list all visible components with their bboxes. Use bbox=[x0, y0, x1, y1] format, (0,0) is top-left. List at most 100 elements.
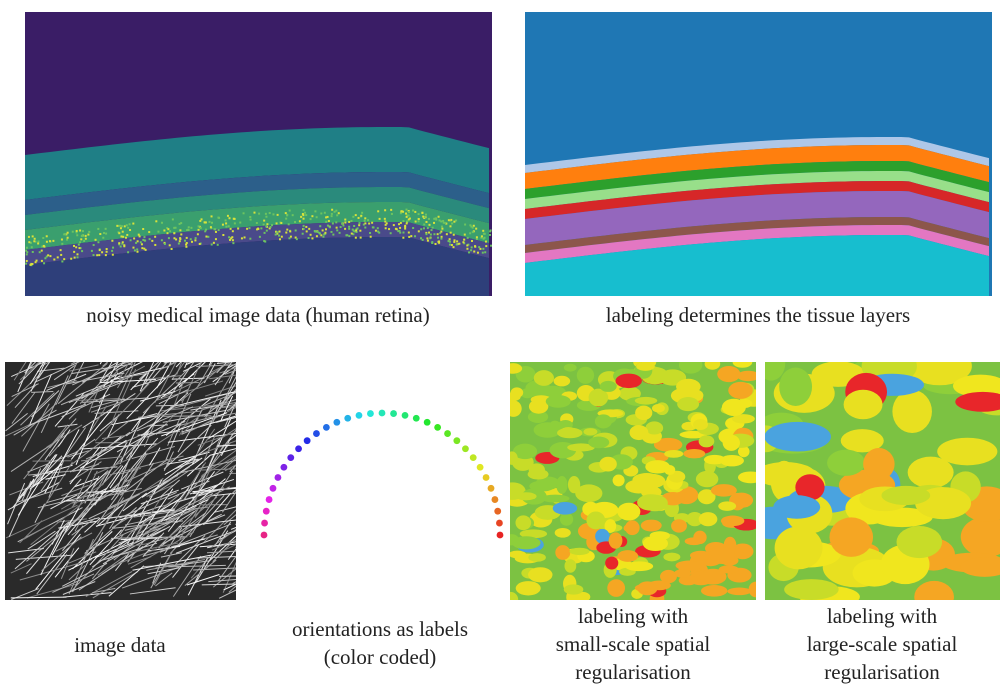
speckle bbox=[61, 238, 63, 240]
speckle bbox=[472, 227, 474, 229]
speckle bbox=[57, 256, 59, 258]
speckle bbox=[482, 252, 484, 254]
speckle bbox=[310, 218, 312, 220]
speckle bbox=[386, 222, 388, 224]
orientation-dot bbox=[497, 532, 504, 539]
speckle bbox=[303, 209, 305, 211]
fiber bbox=[229, 547, 280, 592]
speckle bbox=[76, 253, 78, 255]
label-region bbox=[555, 545, 570, 560]
speckle bbox=[87, 234, 89, 236]
orientation-dot bbox=[483, 474, 490, 481]
orientation-dot bbox=[453, 437, 460, 444]
speckle bbox=[41, 260, 43, 262]
speckle bbox=[304, 212, 306, 214]
speckle bbox=[327, 216, 329, 218]
speckle bbox=[161, 239, 163, 241]
speckle bbox=[353, 225, 355, 227]
fiber bbox=[233, 562, 275, 584]
speckle bbox=[47, 254, 49, 256]
speckle bbox=[161, 222, 163, 224]
speckle bbox=[244, 236, 246, 238]
speckle bbox=[400, 210, 402, 212]
speckle bbox=[123, 244, 125, 246]
speckle bbox=[214, 228, 216, 230]
speckle bbox=[211, 244, 213, 246]
speckle bbox=[184, 240, 186, 242]
speckle bbox=[32, 235, 34, 237]
speckle bbox=[485, 245, 487, 247]
speckle bbox=[371, 222, 373, 224]
speckle bbox=[213, 242, 215, 244]
speckle bbox=[402, 232, 404, 234]
label-region bbox=[529, 481, 554, 492]
orientation-dot bbox=[488, 485, 495, 492]
label-region bbox=[632, 473, 661, 487]
speckle bbox=[388, 228, 390, 230]
speckle bbox=[122, 241, 124, 243]
speckle bbox=[234, 222, 236, 224]
speckle bbox=[479, 248, 481, 250]
speckle bbox=[482, 248, 484, 250]
label-region bbox=[503, 592, 519, 607]
speckle bbox=[185, 246, 187, 248]
speckle bbox=[130, 239, 132, 241]
label-region bbox=[636, 362, 655, 371]
speckle bbox=[302, 214, 304, 216]
label-region bbox=[586, 511, 605, 529]
label-region bbox=[607, 579, 625, 597]
speckle bbox=[171, 248, 173, 250]
caption: image data bbox=[74, 633, 166, 657]
caption: regularisation bbox=[824, 660, 940, 684]
speckle bbox=[367, 219, 369, 221]
label-region bbox=[588, 437, 609, 449]
speckle bbox=[467, 237, 469, 239]
speckle bbox=[441, 228, 443, 230]
speckle bbox=[364, 222, 366, 224]
label-region bbox=[683, 449, 705, 458]
speckle bbox=[118, 242, 120, 244]
speckle bbox=[200, 227, 202, 229]
speckle bbox=[342, 225, 344, 227]
speckle bbox=[44, 257, 46, 259]
speckle bbox=[334, 211, 336, 213]
speckle bbox=[142, 228, 144, 230]
speckle bbox=[129, 223, 131, 225]
orientation-dot bbox=[390, 410, 397, 417]
label-region bbox=[504, 363, 522, 374]
speckle bbox=[464, 224, 466, 226]
speckle bbox=[355, 237, 357, 239]
label-region bbox=[679, 356, 702, 373]
speckle bbox=[26, 251, 28, 253]
speckle bbox=[178, 243, 180, 245]
speckle bbox=[169, 244, 171, 246]
speckle bbox=[360, 237, 362, 239]
speckle bbox=[483, 238, 485, 240]
speckle bbox=[285, 232, 287, 234]
label-region bbox=[764, 422, 831, 452]
speckle bbox=[127, 251, 129, 253]
label-region bbox=[784, 579, 838, 600]
speckle bbox=[205, 229, 207, 231]
speckle bbox=[217, 244, 219, 246]
speckle bbox=[169, 230, 171, 232]
speckle bbox=[308, 228, 310, 230]
speckle bbox=[218, 229, 220, 231]
speckle bbox=[408, 218, 410, 220]
speckle bbox=[271, 224, 273, 226]
speckle bbox=[462, 241, 464, 243]
speckle bbox=[418, 218, 420, 220]
speckle bbox=[225, 226, 227, 228]
speckle bbox=[145, 249, 147, 251]
speckle bbox=[336, 214, 338, 216]
label-region bbox=[615, 374, 641, 389]
speckle bbox=[476, 238, 478, 240]
speckle bbox=[448, 240, 450, 242]
speckle bbox=[377, 210, 379, 212]
speckle bbox=[340, 226, 342, 228]
orientation-dot bbox=[344, 415, 351, 422]
label-region bbox=[617, 550, 638, 562]
fiber bbox=[176, 383, 199, 384]
speckle bbox=[286, 229, 288, 231]
speckle bbox=[335, 221, 337, 223]
